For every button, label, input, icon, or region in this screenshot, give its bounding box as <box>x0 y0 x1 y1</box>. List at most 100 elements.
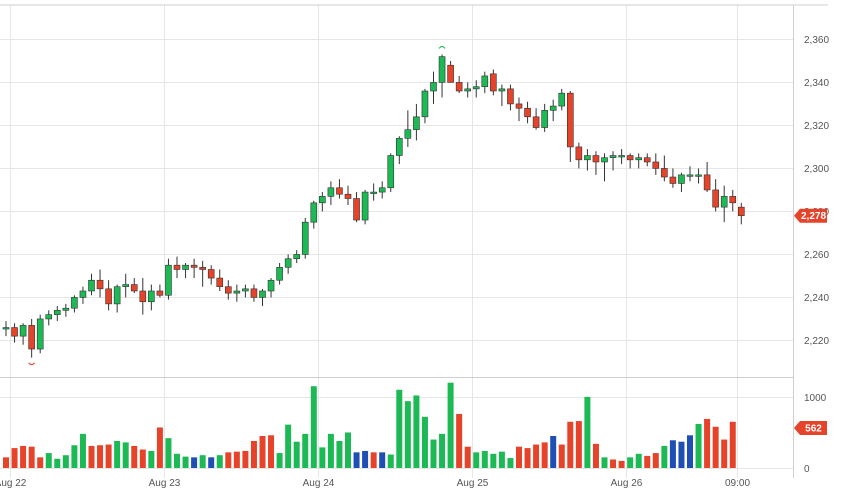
candle-body <box>259 290 266 298</box>
price-tick-label: 2,220 <box>804 336 829 347</box>
candle-body <box>96 279 104 290</box>
price-tick-label: 2,240 <box>804 293 829 304</box>
candle-body <box>284 258 292 268</box>
volume-bar <box>695 423 702 468</box>
volume-bar <box>704 418 711 468</box>
candle-body <box>558 92 566 107</box>
candle-body <box>139 290 147 303</box>
volume-bar <box>97 445 104 468</box>
volume-bar <box>644 455 651 468</box>
volume-bar <box>601 457 608 468</box>
candle-body <box>566 92 574 148</box>
volume-bar <box>379 452 386 468</box>
volume-bar <box>285 424 292 468</box>
candle-body <box>430 82 437 92</box>
price-tick-label: 2,320 <box>804 121 829 132</box>
candle-body <box>327 187 335 197</box>
volume-bar <box>592 443 599 468</box>
volume-bar <box>105 444 112 468</box>
volume-bar <box>259 436 266 468</box>
volume-bar <box>302 433 309 468</box>
candle-body <box>481 75 489 88</box>
candle-body <box>242 288 249 292</box>
volume-bar <box>276 453 283 468</box>
candle-body <box>661 168 668 178</box>
volume-bar <box>242 450 249 468</box>
price-tick-label: 2,300 <box>804 164 829 175</box>
candle-body <box>686 174 694 177</box>
candle-body <box>524 107 531 118</box>
candle-body <box>601 157 608 163</box>
volume-bar <box>216 455 223 468</box>
volume-bar <box>114 440 121 468</box>
candle-body <box>532 116 540 128</box>
candle-body <box>113 286 121 305</box>
volume-bar <box>45 453 52 468</box>
volume-bar <box>319 447 326 468</box>
candle-body <box>678 174 685 184</box>
candle-body <box>353 198 360 221</box>
volume-bar <box>481 450 488 468</box>
candle-body <box>344 193 352 199</box>
volume-bar <box>148 450 155 468</box>
candle-body <box>267 279 275 292</box>
candle-body <box>515 103 523 109</box>
volume-bar <box>336 440 343 468</box>
volume-bar <box>345 432 351 468</box>
price-tick-label: 2,260 <box>804 250 829 261</box>
time-tick-label: Aug 23 <box>149 478 181 489</box>
time-tick-label: 09:00 <box>725 478 750 489</box>
volume-bar <box>404 401 411 468</box>
candle-body <box>233 290 241 294</box>
time-tick-label: Aug 24 <box>303 478 335 489</box>
candle-body <box>609 155 617 158</box>
volume-bar <box>182 456 189 468</box>
volume-bar <box>362 450 369 468</box>
candle-body <box>319 196 326 204</box>
volume-bar <box>610 459 617 468</box>
volume-bar <box>28 446 35 468</box>
volume-bar <box>310 386 317 468</box>
last-volume-badge-label: 562 <box>805 424 822 435</box>
price-tick-label: 2,360 <box>804 35 829 46</box>
candle-body <box>361 191 369 221</box>
volume-bar <box>447 382 454 468</box>
volume-bar <box>533 444 540 468</box>
volume-bar <box>54 458 61 468</box>
candle-body <box>387 155 395 189</box>
candle-body <box>703 174 711 191</box>
last-price-badge-label: 2,278 <box>801 211 826 222</box>
candle-body <box>293 254 301 260</box>
candle-body <box>310 202 318 223</box>
volume-bar <box>71 445 78 468</box>
volume-bar <box>413 395 420 468</box>
volume-bar <box>635 453 642 468</box>
candle-body <box>19 325 27 337</box>
volume-bar <box>225 452 232 468</box>
volume-bar <box>687 435 693 468</box>
candle-body <box>635 157 643 161</box>
volume-bar <box>498 451 505 468</box>
candle-body <box>729 196 737 204</box>
volume-bar <box>131 445 138 468</box>
time-tick-label: Aug 25 <box>457 478 489 489</box>
candles <box>2 54 745 358</box>
volume-bar <box>122 442 129 468</box>
candle-body <box>79 290 87 298</box>
candle-body <box>36 318 44 350</box>
candle-body <box>250 288 258 298</box>
volume-bar <box>208 457 215 468</box>
candle-body <box>225 286 232 294</box>
candle-body <box>413 116 420 131</box>
candle-body <box>669 176 677 184</box>
candle-body <box>438 56 446 83</box>
candle-body <box>276 267 283 281</box>
candle-body <box>498 88 506 92</box>
candle-body <box>737 206 745 217</box>
candle-body <box>395 138 403 156</box>
volume-bars <box>3 382 736 468</box>
volume-bar <box>618 460 625 468</box>
volume-bar <box>293 441 300 468</box>
